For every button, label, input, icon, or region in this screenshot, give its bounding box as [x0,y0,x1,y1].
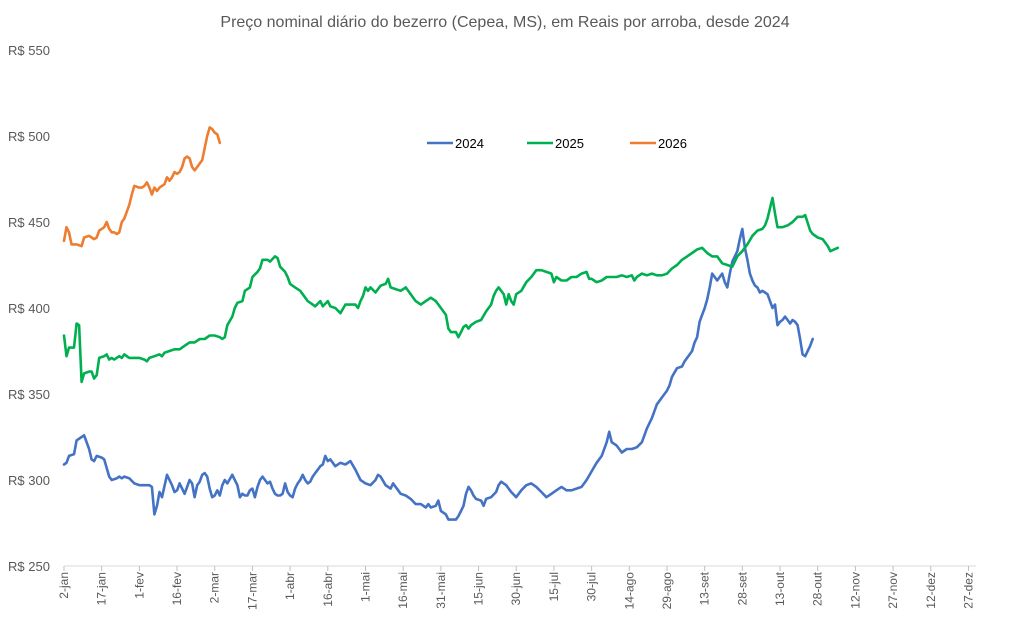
x-tick-label: 13-out [773,571,787,606]
x-tick-label: 15-jun [472,572,486,605]
x-tick-label: 27-nov [886,572,900,609]
x-tick-label: 1-mai [358,572,372,602]
x-tick-label: 28-out [811,571,825,606]
x-tick-label: 13-set [698,571,712,605]
x-tick-label: 16-abr [321,572,335,607]
y-tick-label: R$ 500 [8,129,50,144]
y-tick-label: R$ 550 [8,43,50,58]
x-tick-label: 2-jan [57,572,71,599]
x-tick-label: 29-ago [660,572,674,610]
x-tick-label: 12-nov [848,572,862,609]
x-tick-label: 1-fev [132,572,146,599]
y-tick-label: R$ 400 [8,301,50,316]
x-tick-label: 16-mai [396,572,410,609]
legend-label-2024: 2024 [455,136,484,151]
chart-title: Preço nominal diário do bezerro (Cepea, … [220,14,789,31]
x-tick-label: 2-mar [208,572,222,603]
y-tick-label: R$ 450 [8,215,50,230]
y-tick-label: R$ 250 [8,559,50,574]
x-tick-label: 17-mar [245,572,259,610]
x-tick-label: 31-mai [434,572,448,609]
x-tick-label: 12-dez [924,572,938,609]
series-line-2024 [62,227,814,521]
y-tick-label: R$ 300 [8,473,50,488]
legend: 2024 2025 2026 [427,136,687,151]
x-tick-label: 14-ago [622,572,636,610]
x-tick-label: 27-dez [961,572,975,609]
x-tick-label: 17-jan [95,572,109,605]
series-line-2026 [62,126,222,248]
x-axis: 2-jan 17-jan 1-fev 16-fev 2-mar 17-mar 1-abr 16… [57,565,976,610]
x-tick-label: 15-jul [547,572,561,601]
plot-area [62,126,840,521]
x-tick-label: 1-abr [283,572,297,600]
x-tick-label: 30-jun [509,572,523,605]
legend-label-2026: 2026 [658,136,687,151]
x-tick-label: 30-jul [585,572,599,601]
legend-label-2025: 2025 [555,136,584,151]
x-tick-label: 28-set [735,571,749,605]
series-line-2025 [62,196,840,384]
y-axis: R$ 250 R$ 300 R$ 350 R$ 400 R$ 450 R$ 500 R$ 5… [8,43,50,574]
x-tick-label: 16-fev [170,572,184,605]
y-tick-label: R$ 350 [8,387,50,402]
